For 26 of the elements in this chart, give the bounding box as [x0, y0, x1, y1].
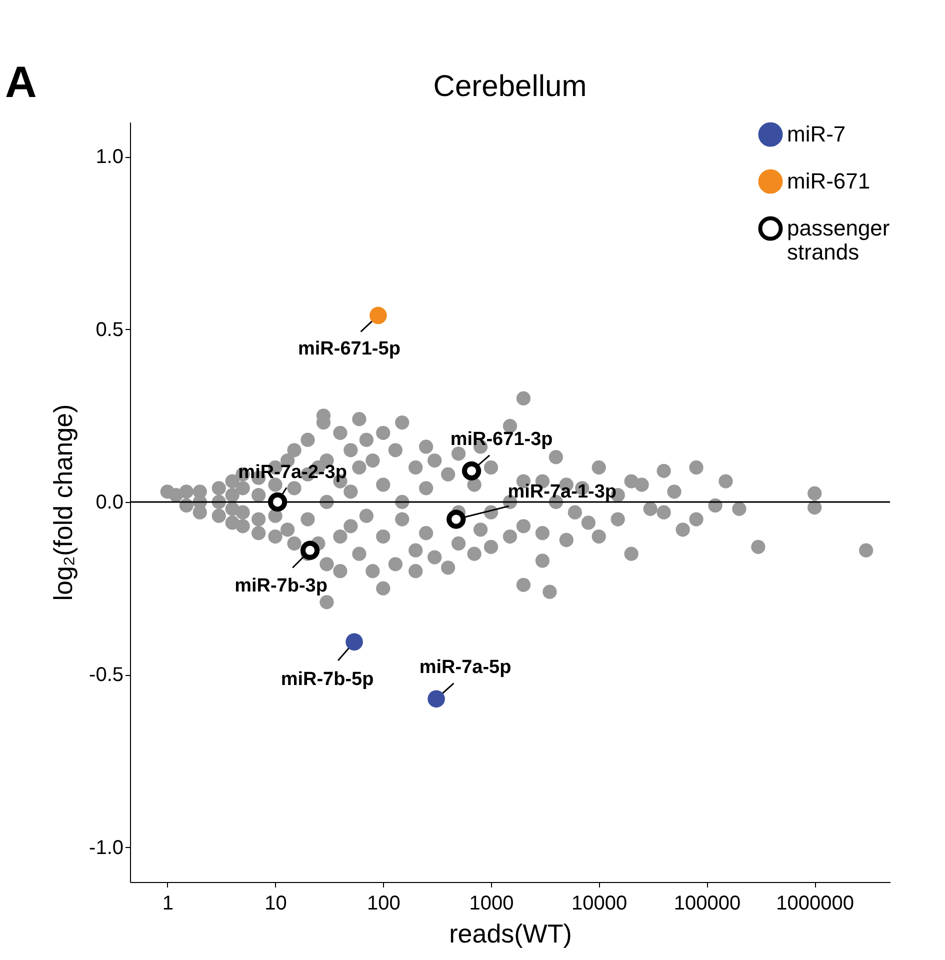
annotation: miR-7a-5p	[419, 656, 512, 678]
y-tick-label: -0.5	[89, 664, 124, 686]
annotation: miR-7b-5p	[280, 668, 374, 690]
annotation: miR-7a-2-3p	[238, 462, 347, 483]
x-tick-label: 100000	[674, 892, 741, 914]
annotation: miR-671-3p	[450, 428, 553, 450]
x-tick-label: 10	[264, 892, 287, 914]
x-axis-title: reads(WT)	[449, 918, 572, 948]
y-tick-label: 0.5	[96, 318, 124, 341]
x-tick-label: 1000	[469, 892, 514, 914]
x-tick-label: 1	[162, 892, 174, 914]
x-tick-label: 1000000	[776, 892, 854, 914]
y-tick-label: 0.0	[96, 492, 124, 514]
chart-title: Cerebellum	[433, 70, 587, 103]
x-tick-label: 100	[366, 892, 400, 914]
annotation: miR-671-5p	[298, 338, 400, 360]
annotation: miR-7a-1-3p	[508, 481, 617, 502]
legend-label: miR-7	[787, 122, 846, 146]
legend-label: passenger strands	[787, 216, 890, 264]
x-tick-label: 10000	[572, 892, 628, 914]
y-tick-label: 1.0	[96, 146, 124, 168]
y-axis-title: log₂(fold change)	[48, 404, 78, 601]
annotation: miR-7b-3p	[234, 575, 328, 596]
y-tick-label: -1.0	[89, 836, 124, 859]
text: A	[5, 58, 37, 107]
legend-label: miR-671	[787, 168, 870, 194]
